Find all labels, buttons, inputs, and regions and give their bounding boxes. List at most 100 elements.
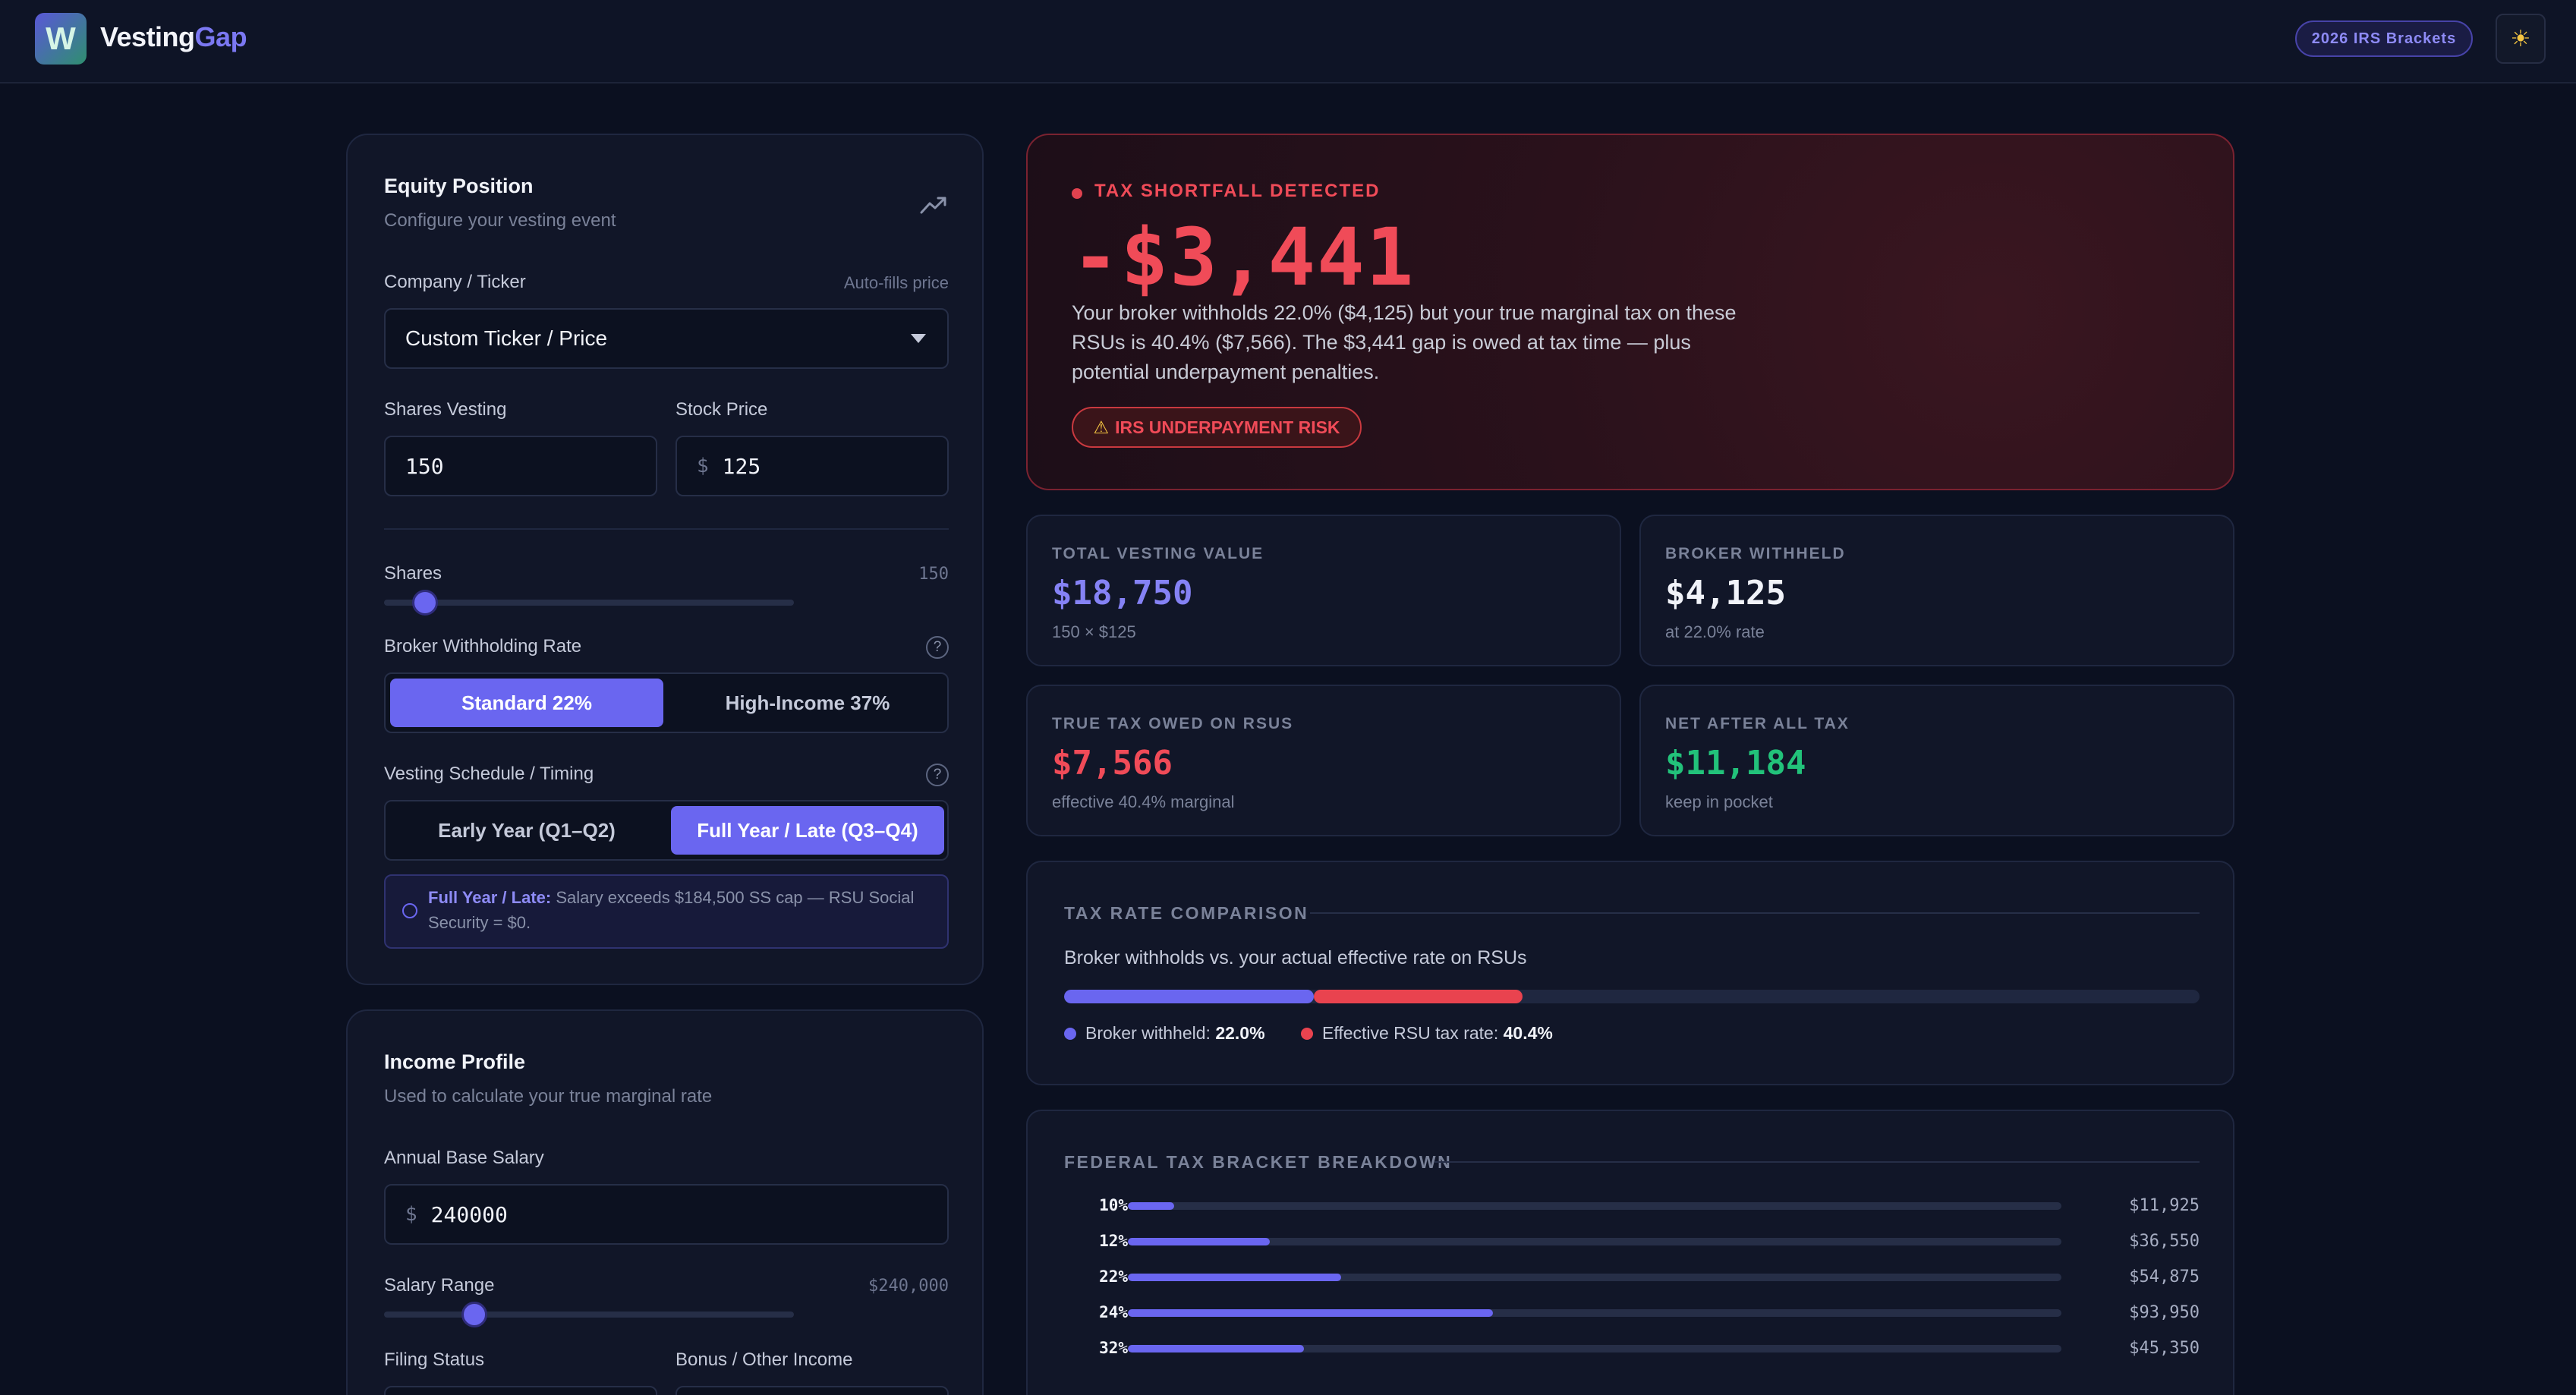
federal-bracket-card: FEDERAL TAX BRACKET BREAKDOWN 10% $11,92… (1026, 1110, 2234, 1395)
bracket-amount: $11,925 (2129, 1196, 2200, 1215)
filing-status-select[interactable] (384, 1386, 657, 1395)
shares-slider-thumb[interactable] (412, 590, 438, 616)
income-card-subtitle: Used to calculate your true marginal rat… (384, 1086, 713, 1107)
broker-rate-bar (1064, 990, 1315, 1003)
trending-up-icon (920, 197, 946, 214)
timing-toggle: Early Year (Q1–Q2) Full Year / Late (Q3–… (384, 800, 949, 861)
bracket-rate: 22% (1099, 1267, 1128, 1286)
bracket-amount: $54,875 (2129, 1267, 2200, 1286)
income-card-title: Income Profile (384, 1050, 526, 1073)
timing-info-note: Full Year / Late: Salary exceeds $184,50… (384, 874, 949, 949)
chevron-down-icon (911, 334, 926, 343)
sun-icon: ☀ (2510, 26, 2531, 52)
bracket-rate: 24% (1099, 1303, 1128, 1321)
effective-legend-label: Effective RSU tax rate: (1322, 1023, 1504, 1043)
bracket-fill (1128, 1202, 1175, 1210)
timing-label: Vesting Schedule / Timing (384, 764, 594, 784)
shortfall-description: Your broker withholds 22.0% ($4,125) but… (1072, 301, 1737, 383)
broker-legend-label: Broker withheld: (1085, 1023, 1216, 1043)
help-icon[interactable]: ? (926, 636, 949, 659)
title-rule (1310, 912, 2200, 914)
alert-dot-icon (1072, 188, 1082, 199)
stock-price-input[interactable]: $ 125 (675, 436, 949, 496)
salary-range-value: $240,000 (868, 1277, 949, 1296)
stat-label: TOTAL VESTING VALUE (1052, 545, 1264, 562)
stat-label: NET AFTER ALL TAX (1665, 715, 1850, 732)
bonus-label: Bonus / Other Income (675, 1349, 853, 1370)
title-rule (1434, 1161, 2200, 1163)
broker-legend: Broker withheld: 22.0% (1085, 1023, 1265, 1044)
bonus-input[interactable] (675, 1386, 949, 1395)
bracket-track (1128, 1345, 2061, 1352)
broker-legend-value: 22.0% (1215, 1023, 1265, 1043)
equity-position-card: Equity Position Configure your vesting e… (346, 134, 984, 985)
shares-vesting-label: Shares Vesting (384, 399, 507, 420)
income-profile-card: Income Profile Used to calculate your tr… (346, 1009, 984, 1395)
stat-sub: 150 × $125 (1052, 622, 1136, 641)
shares-slider-value: 150 (918, 565, 949, 584)
theme-toggle-button[interactable]: ☀ (2496, 14, 2546, 64)
effective-legend: Effective RSU tax rate: 40.4% (1322, 1023, 1553, 1044)
bracket-amount: $45,350 (2129, 1339, 2200, 1358)
company-select-value: Custom Ticker / Price (405, 326, 608, 350)
bracket-rate: 32% (1099, 1339, 1128, 1357)
dollar-prefix: $ (405, 1203, 417, 1226)
stat-value: $11,184 (1665, 744, 1806, 783)
withholding-option-standard[interactable]: Standard 22% (390, 679, 663, 727)
section-divider (384, 528, 949, 530)
stat-sub: keep in pocket (1665, 792, 1773, 811)
shares-vesting-input[interactable]: 150 (384, 436, 657, 496)
company-label: Company / Ticker (384, 272, 526, 292)
timing-option-late[interactable]: Full Year / Late (Q3–Q4) (671, 806, 944, 855)
stat-value: $18,750 (1052, 574, 1193, 612)
help-icon[interactable]: ? (926, 764, 949, 786)
equity-card-subtitle: Configure your vesting event (384, 210, 616, 231)
bracket-fill (1128, 1238, 1271, 1245)
comparison-bar-track (1064, 990, 2200, 1003)
effective-legend-dot (1301, 1028, 1313, 1040)
withholding-label: Broker Withholding Rate (384, 636, 582, 657)
warning-icon: ⚠ (1093, 417, 1110, 437)
bracket-track (1128, 1274, 2061, 1281)
withholding-toggle: Standard 22% High-Income 37% (384, 672, 949, 733)
brand-name: VestingGap (100, 21, 247, 53)
underpayment-risk-badge: ⚠ IRS UNDERPAYMENT RISK (1072, 407, 1362, 448)
irs-brackets-badge[interactable]: 2026 IRS Brackets (2295, 20, 2473, 57)
salary-input[interactable]: $ 240000 (384, 1184, 949, 1245)
tax-shortfall-card: TAX SHORTFALL DETECTED -$3,441 Your brok… (1026, 134, 2234, 490)
withholding-option-high-income[interactable]: High-Income 37% (725, 691, 890, 714)
effective-rate-bar (1314, 990, 1523, 1003)
salary-slider-track[interactable] (384, 1312, 794, 1318)
equity-card-title: Equity Position (384, 175, 534, 197)
app-logo[interactable]: W (35, 13, 87, 65)
shares-vesting-value: 150 (405, 453, 444, 479)
salary-slider-thumb[interactable] (461, 1302, 487, 1327)
salary-range-label: Salary Range (384, 1275, 495, 1296)
bracket-amount: $36,550 (2129, 1232, 2200, 1251)
company-select[interactable]: Custom Ticker / Price (384, 308, 949, 369)
stat-value: $7,566 (1052, 744, 1173, 783)
brackets-title: FEDERAL TAX BRACKET BREAKDOWN (1064, 1152, 1453, 1172)
shortfall-heading: TAX SHORTFALL DETECTED (1094, 181, 1381, 201)
note-text: Salary exceeds $184,500 SS cap — RSU Soc… (428, 888, 915, 932)
dollar-prefix: $ (697, 455, 709, 477)
brand-part-1: Vesting (100, 21, 195, 52)
broker-legend-dot (1064, 1028, 1076, 1040)
bracket-fill (1128, 1345, 1305, 1352)
shortfall-amount: -$3,441 (1072, 211, 1416, 304)
stat-label: BROKER WITHHELD (1665, 545, 1846, 562)
app-header: W VestingGap 2026 IRS Brackets ☀ (0, 0, 2576, 83)
comparison-subtitle: Broker withholds vs. your actual effecti… (1064, 947, 1527, 968)
filing-status-label: Filing Status (384, 1349, 485, 1370)
shares-slider-track[interactable] (384, 600, 794, 606)
bracket-rate: 12% (1099, 1232, 1128, 1250)
salary-label: Annual Base Salary (384, 1148, 544, 1168)
note-highlight: Full Year / Late: (428, 888, 552, 907)
salary-value: 240000 (430, 1201, 508, 1227)
timing-option-early[interactable]: Early Year (Q1–Q2) (438, 818, 616, 842)
risk-label: IRS UNDERPAYMENT RISK (1115, 417, 1340, 437)
bracket-fill (1128, 1274, 1342, 1281)
company-hint: Auto-fills price (843, 273, 949, 292)
bracket-track (1128, 1202, 2061, 1210)
stat-card-true-tax: TRUE TAX OWED ON RSUS $7,566 effective 4… (1026, 685, 1621, 836)
